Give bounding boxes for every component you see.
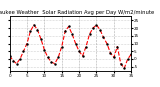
- Title: Milwaukee Weather  Solar Radiation Avg per Day W/m2/minute: Milwaukee Weather Solar Radiation Avg pe…: [0, 10, 154, 15]
